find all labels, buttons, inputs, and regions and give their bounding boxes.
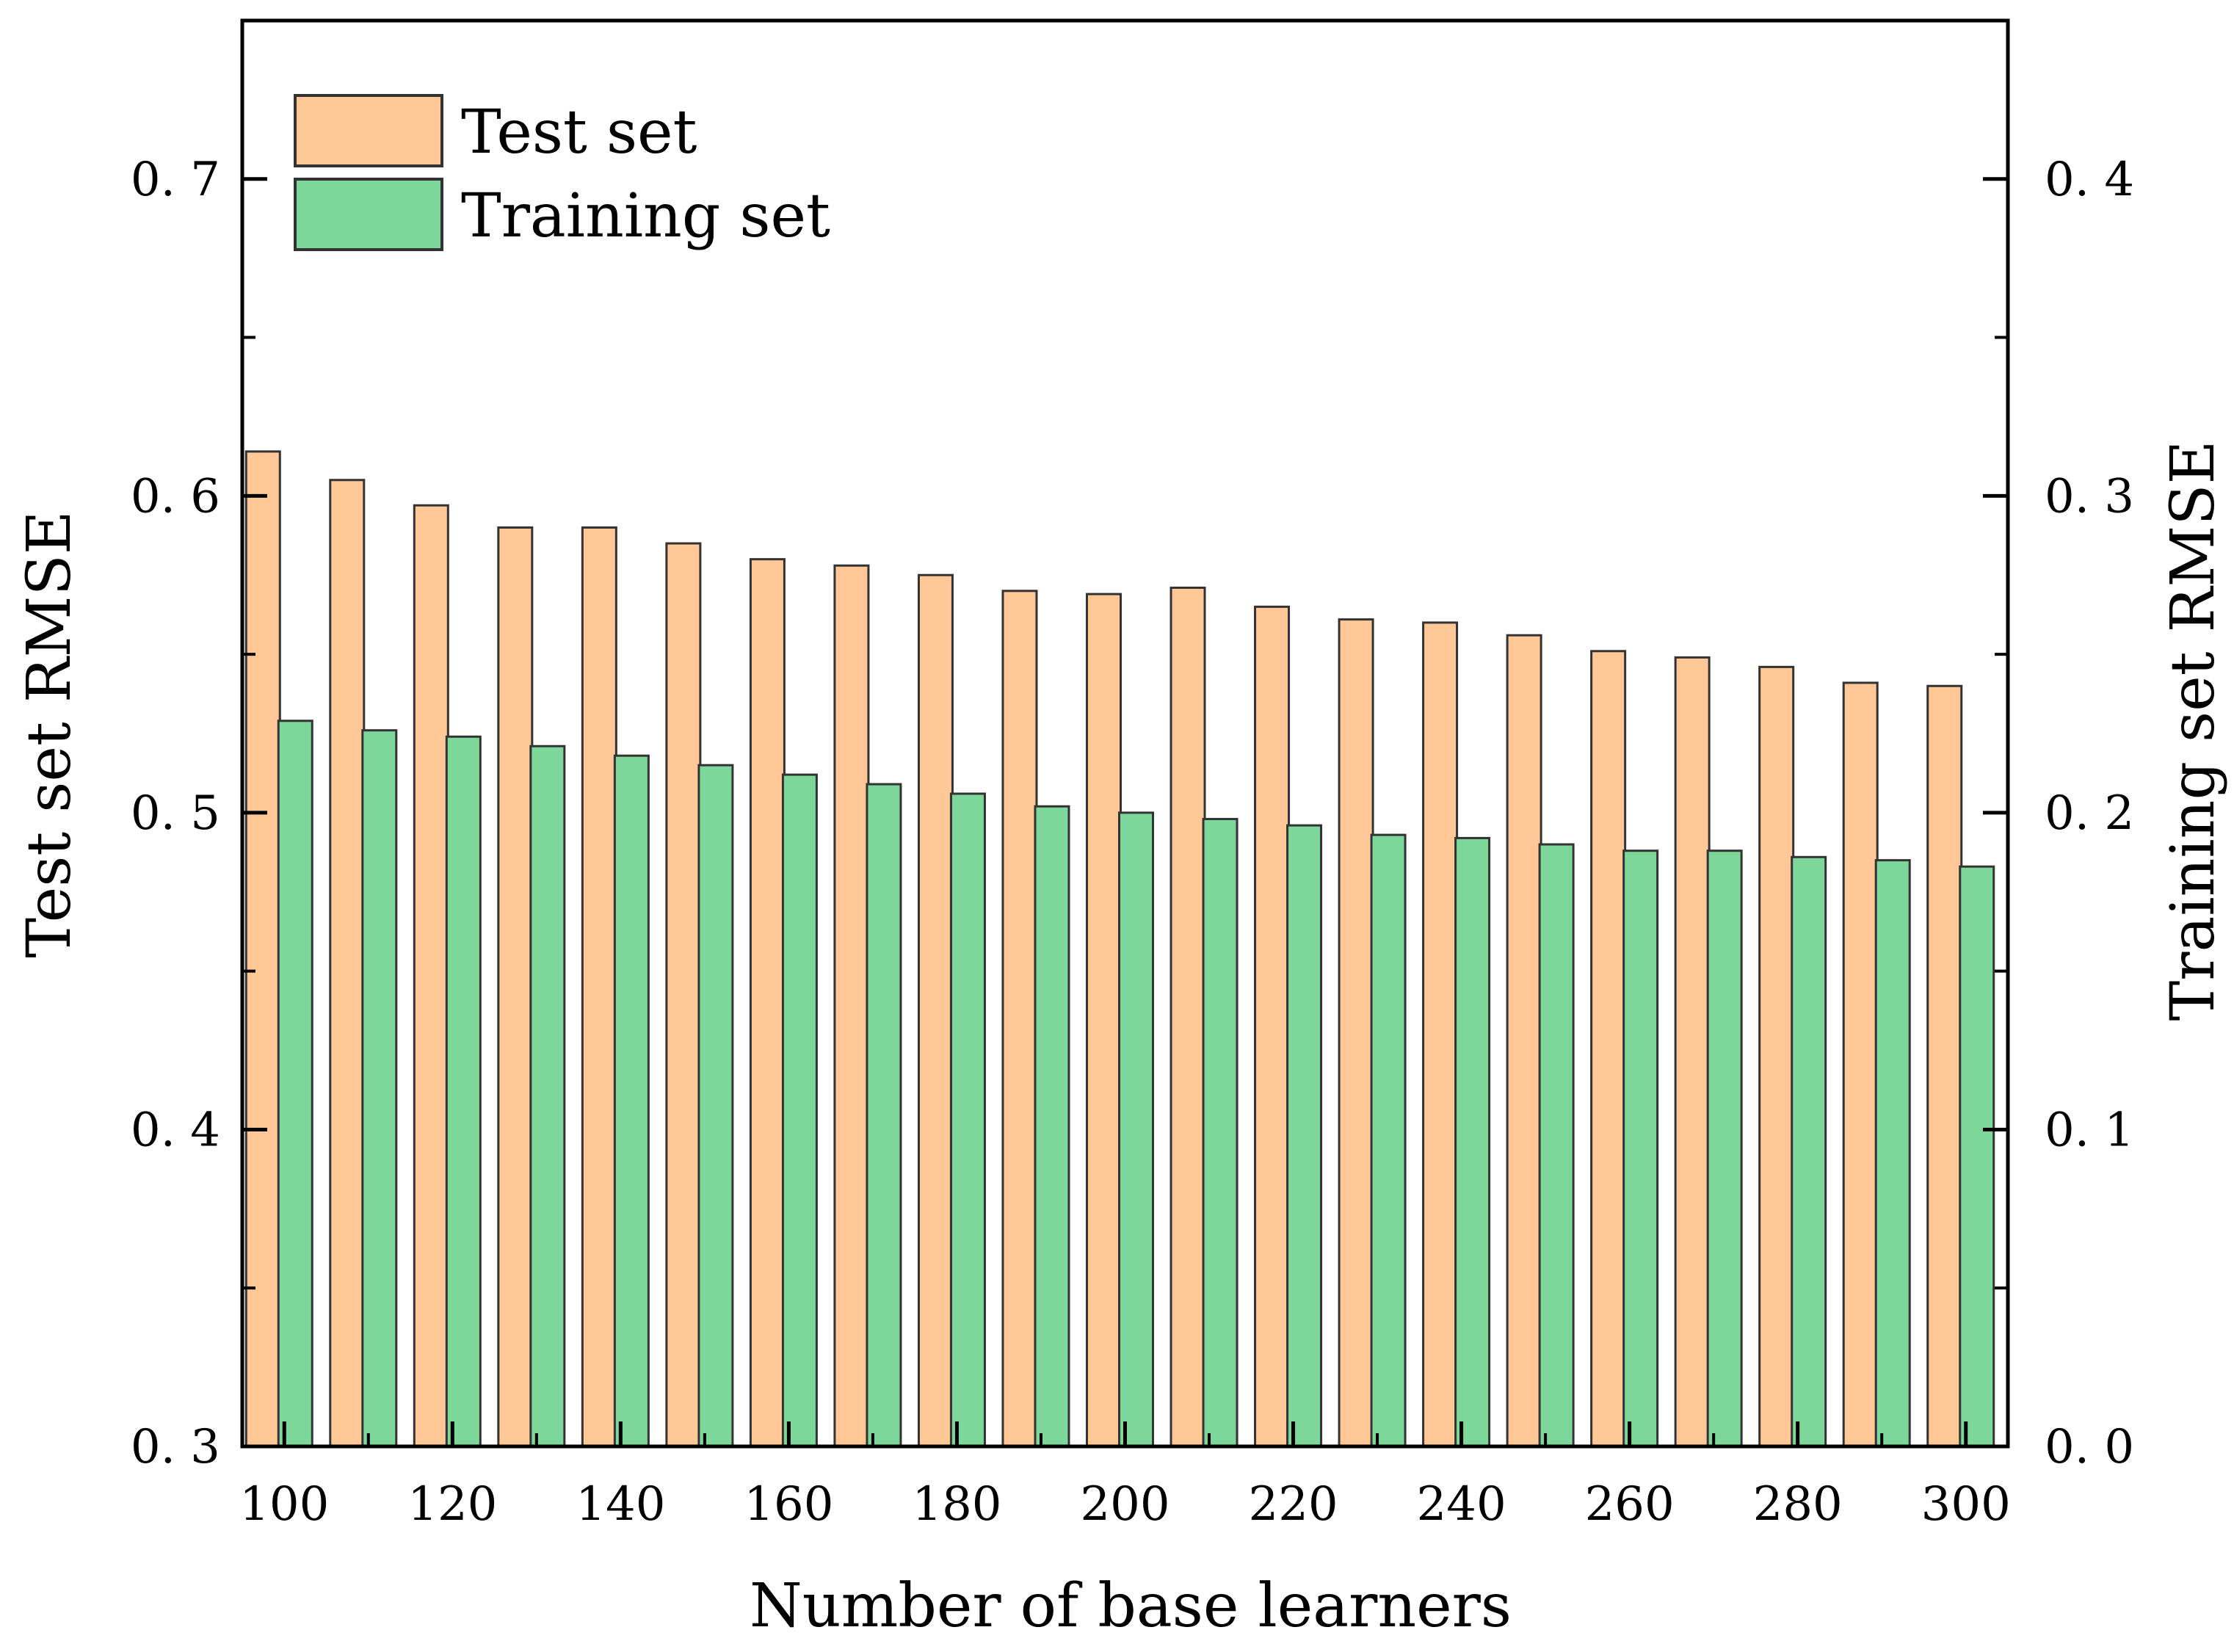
y-right-axis-title: Training set RMSE	[2158, 441, 2228, 1021]
bar-training-set	[1454, 836, 1491, 1448]
x-tick-label: 120	[407, 1477, 497, 1532]
bar-training-set	[1370, 833, 1407, 1448]
bar-test-set	[1254, 605, 1291, 1448]
bar-training-set	[781, 773, 818, 1448]
bar-test-set	[1169, 586, 1206, 1448]
bar-training-set	[1034, 805, 1070, 1448]
x-tick-label: 140	[576, 1477, 665, 1532]
bar-training-set	[866, 783, 902, 1448]
bar-training-set	[613, 754, 650, 1448]
bar-training-set	[1286, 824, 1323, 1448]
legend-label-training-set: Training set	[461, 181, 830, 251]
legend: Test set Training set	[294, 94, 830, 251]
x-axis-title: Number of base learners	[750, 1571, 1512, 1641]
x-tick-label: 240	[1417, 1477, 1506, 1532]
bar-training-set	[361, 729, 398, 1448]
bar-test-set	[1506, 634, 1542, 1448]
y-right-tick-label: 0. 4	[2045, 153, 2134, 207]
y-left-tick-label: 0. 7	[131, 153, 220, 207]
x-tick-label: 260	[1585, 1477, 1675, 1532]
bar-test-set	[1842, 681, 1879, 1448]
bar-training-set	[1118, 811, 1154, 1448]
y-left-tick-label: 0. 4	[131, 1103, 220, 1157]
x-tick-label: 300	[1921, 1477, 2011, 1532]
legend-label-test-set: Test set	[461, 98, 697, 167]
bar-test-set	[917, 573, 954, 1448]
bar-test-set	[1001, 590, 1038, 1448]
y-left-tick-label: 0. 6	[131, 469, 220, 524]
x-tick-label: 280	[1753, 1477, 1843, 1532]
x-tick-label: 220	[1248, 1477, 1338, 1532]
bar-test-set	[244, 450, 281, 1448]
bar-training-set	[949, 792, 986, 1448]
x-tick-label: 100	[239, 1477, 329, 1532]
y-right-tick-label: 0. 1	[2045, 1103, 2134, 1157]
x-tick-label: 180	[912, 1477, 1001, 1532]
bar-test-set	[581, 526, 617, 1448]
bar-training-set	[697, 764, 734, 1448]
y-left-tick-label: 0. 5	[131, 786, 220, 841]
bars-layer	[244, 450, 1995, 1448]
bar-training-set	[445, 735, 482, 1448]
bar-training-set	[1874, 859, 1911, 1448]
x-tick-label: 200	[1080, 1477, 1169, 1532]
bar-test-set	[1338, 618, 1374, 1448]
bar-training-set	[529, 745, 566, 1448]
bar-training-set	[1538, 843, 1575, 1448]
x-tick-label: 160	[744, 1477, 833, 1532]
bar-test-set	[665, 542, 702, 1448]
bar-test-set	[1758, 665, 1795, 1448]
bar-test-set	[329, 479, 366, 1448]
bar-training-set	[277, 720, 313, 1448]
y-left-tick-label: 0. 3	[131, 1420, 220, 1474]
bar-test-set	[1590, 650, 1627, 1448]
bar-test-set	[1422, 621, 1459, 1448]
bar-test-set	[497, 526, 534, 1448]
bar-test-set	[413, 504, 449, 1448]
y-left-axis-title: Test set RMSE	[15, 510, 84, 957]
y-right-tick-label: 0. 3	[2045, 469, 2134, 524]
legend-swatch-training-set	[294, 178, 443, 251]
bar-test-set	[1674, 656, 1711, 1448]
bar-training-set	[1622, 849, 1659, 1448]
bar-training-set	[1706, 849, 1743, 1448]
bar-test-set	[749, 558, 786, 1448]
bar-test-set	[1086, 593, 1122, 1448]
bar-training-set	[1202, 818, 1239, 1448]
bar-training-set	[1791, 855, 1827, 1448]
legend-swatch-test-set	[294, 94, 443, 167]
bar-training-set	[1959, 865, 1995, 1448]
bar-test-set	[833, 564, 870, 1448]
y-right-tick-label: 0. 2	[2045, 786, 2134, 841]
y-right-tick-label: 0. 0	[2045, 1420, 2134, 1474]
bar-test-set	[1926, 684, 1963, 1448]
ticks-layer: 0. 3 0. 4 0. 5 0. 6 0. 7 0. 0 0. 1 0. 2 0. 3 0. 4…	[131, 153, 2134, 1532]
